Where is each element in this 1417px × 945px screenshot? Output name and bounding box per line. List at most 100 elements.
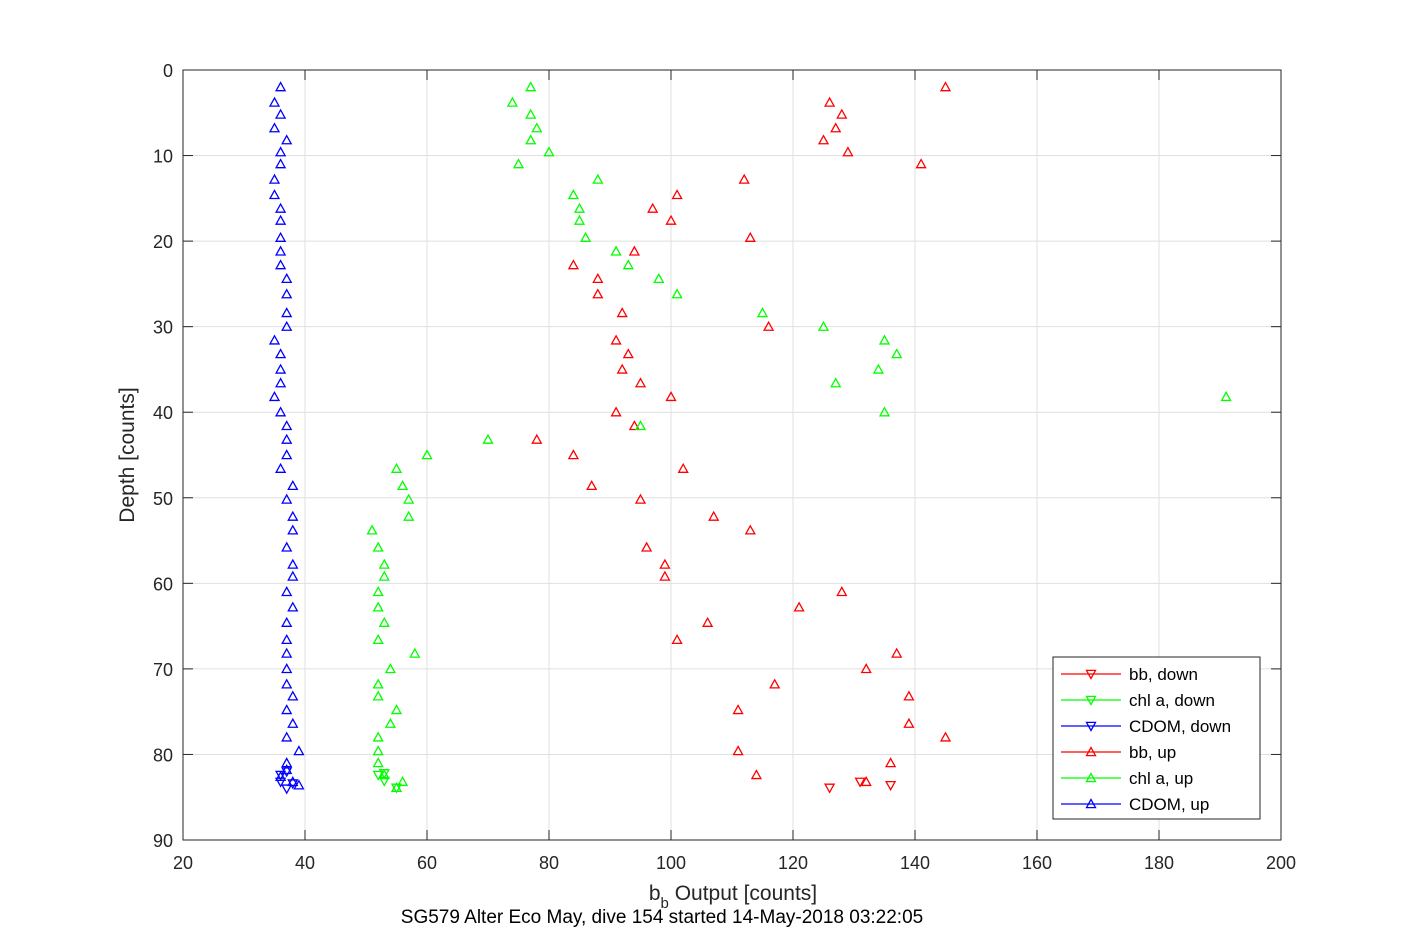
- marker-cdom-up: [281, 731, 293, 742]
- marker-chl-a-up: [378, 616, 390, 627]
- marker-cdom-up: [268, 390, 281, 402]
- marker-bb-up: [939, 81, 952, 92]
- axes: [182, 69, 1282, 841]
- marker-chl-a-up: [525, 134, 537, 145]
- marker-chl-a-up: [396, 479, 409, 491]
- marker-bb-up: [586, 479, 598, 491]
- marker-bb-down: [823, 783, 836, 794]
- legend-label: chl a, up: [1129, 769, 1193, 788]
- x-tick-label: 40: [295, 853, 315, 873]
- marker-bb-up: [616, 307, 628, 318]
- marker-bb-down: [884, 780, 897, 792]
- marker-bb-up: [665, 214, 677, 225]
- marker-cdom-up: [281, 449, 293, 460]
- marker-chl-a-up: [366, 524, 378, 535]
- x-tick-label: 120: [778, 853, 808, 873]
- marker-cdom-up: [287, 558, 299, 569]
- marker-cdom-up: [274, 146, 287, 157]
- marker-bb-up: [744, 524, 756, 535]
- marker-bb-up: [793, 601, 805, 612]
- y-tick-label: 60: [153, 574, 173, 594]
- marker-cdom-up: [274, 158, 287, 169]
- legend-label: CDOM, down: [1129, 717, 1231, 736]
- marker-chl-a-up: [372, 745, 384, 756]
- marker-chl-a-up: [622, 259, 634, 270]
- marker-chl-a-up: [390, 781, 403, 793]
- legend-marker: [1085, 746, 1097, 757]
- marker-cdom-up: [287, 479, 299, 491]
- marker-chl-a-up: [372, 541, 384, 552]
- x-axis-label-main: b: [649, 882, 661, 905]
- marker-bb-up: [903, 717, 915, 728]
- marker-bb-up: [567, 259, 580, 270]
- marker-chl-a-up: [579, 231, 592, 242]
- marker-bb-up: [622, 348, 634, 359]
- marker-chl-a-up: [1220, 390, 1232, 402]
- marker-cdom-up: [274, 231, 287, 242]
- y-tick-label: 30: [153, 318, 173, 338]
- marker-chl-a-up: [671, 288, 683, 299]
- axes-box: [182, 69, 1282, 841]
- marker-chl-a-up: [372, 757, 384, 768]
- x-axis-label: bb Output [counts]: [649, 882, 817, 912]
- y-tick-labels: 0 10 20 30 40 50 60 70 80 90: [153, 61, 173, 851]
- marker-chl-a-up: [634, 420, 647, 431]
- marker-cdom-up: [281, 493, 293, 504]
- marker-chl-a-up: [409, 647, 421, 658]
- marker-bb-up: [939, 731, 952, 742]
- marker-cdom-up: [293, 745, 305, 756]
- legend-marker: [1085, 772, 1097, 783]
- marker-cdom-up: [274, 462, 287, 473]
- marker-chl-a-up: [390, 704, 403, 715]
- marker-chl-a-up: [384, 663, 397, 674]
- marker-chl-a-up: [525, 81, 537, 92]
- marker-bb-down: [854, 777, 866, 788]
- marker-bb-up: [610, 406, 622, 417]
- y-tick-label: 40: [153, 403, 173, 423]
- marker-cdom-down: [287, 779, 299, 790]
- marker-bb-up: [531, 433, 543, 444]
- legend-label: bb, down: [1129, 665, 1198, 684]
- marker-bb-up: [671, 633, 683, 645]
- x-tick-label: 180: [1144, 853, 1174, 873]
- marker-chl-a-up: [372, 586, 384, 597]
- marker-bb-up: [744, 231, 756, 242]
- marker-cdom-up: [281, 616, 293, 627]
- marker-chl-a-up: [878, 334, 891, 345]
- marker-cdom-up: [287, 690, 299, 701]
- marker-chl-a-down: [372, 770, 384, 781]
- marker-cdom-up: [287, 775, 299, 787]
- legend-box: [1052, 656, 1261, 820]
- legend: bb, down chl a, down CDOM, down bb, up chl a…: [1052, 656, 1261, 820]
- marker-chl-a-up: [573, 202, 586, 213]
- marker-cdom-up: [281, 433, 293, 444]
- y-tick-label: 90: [153, 831, 173, 851]
- data-marks: [268, 81, 1232, 795]
- marker-chl-a-up: [817, 320, 830, 331]
- marker-chl-a-up: [390, 462, 403, 473]
- marker-bb-up: [701, 616, 714, 627]
- marker-cdom-up: [274, 81, 287, 92]
- y-tick-label: 80: [153, 745, 173, 765]
- marker-bb-up: [659, 570, 671, 581]
- marker-bb-up: [860, 663, 872, 674]
- x-axis-label-subscript: b: [661, 895, 669, 912]
- y-tick-label: 10: [153, 147, 173, 167]
- marker-bb-up: [592, 272, 604, 284]
- marker-chl-a-up: [396, 775, 409, 787]
- marker-chl-a-up: [403, 510, 415, 521]
- y-tick-label: 50: [153, 489, 173, 509]
- marker-cdom-up: [281, 647, 293, 658]
- chart-subtitle: SG579 Alter Eco May, dive 154 started 14…: [401, 907, 923, 928]
- marker-bb-up: [640, 541, 653, 552]
- y-tick-label: 70: [153, 660, 173, 680]
- marker-cdom-up: [268, 334, 281, 345]
- marker-cdom-up: [281, 764, 293, 775]
- marker-bb-up: [671, 189, 683, 200]
- marker-chl-a-up: [525, 108, 537, 119]
- marker-chl-a-up: [378, 769, 390, 780]
- marker-bb-up: [823, 96, 836, 107]
- x-tick-label: 200: [1266, 853, 1296, 873]
- marker-bb-up: [567, 449, 580, 460]
